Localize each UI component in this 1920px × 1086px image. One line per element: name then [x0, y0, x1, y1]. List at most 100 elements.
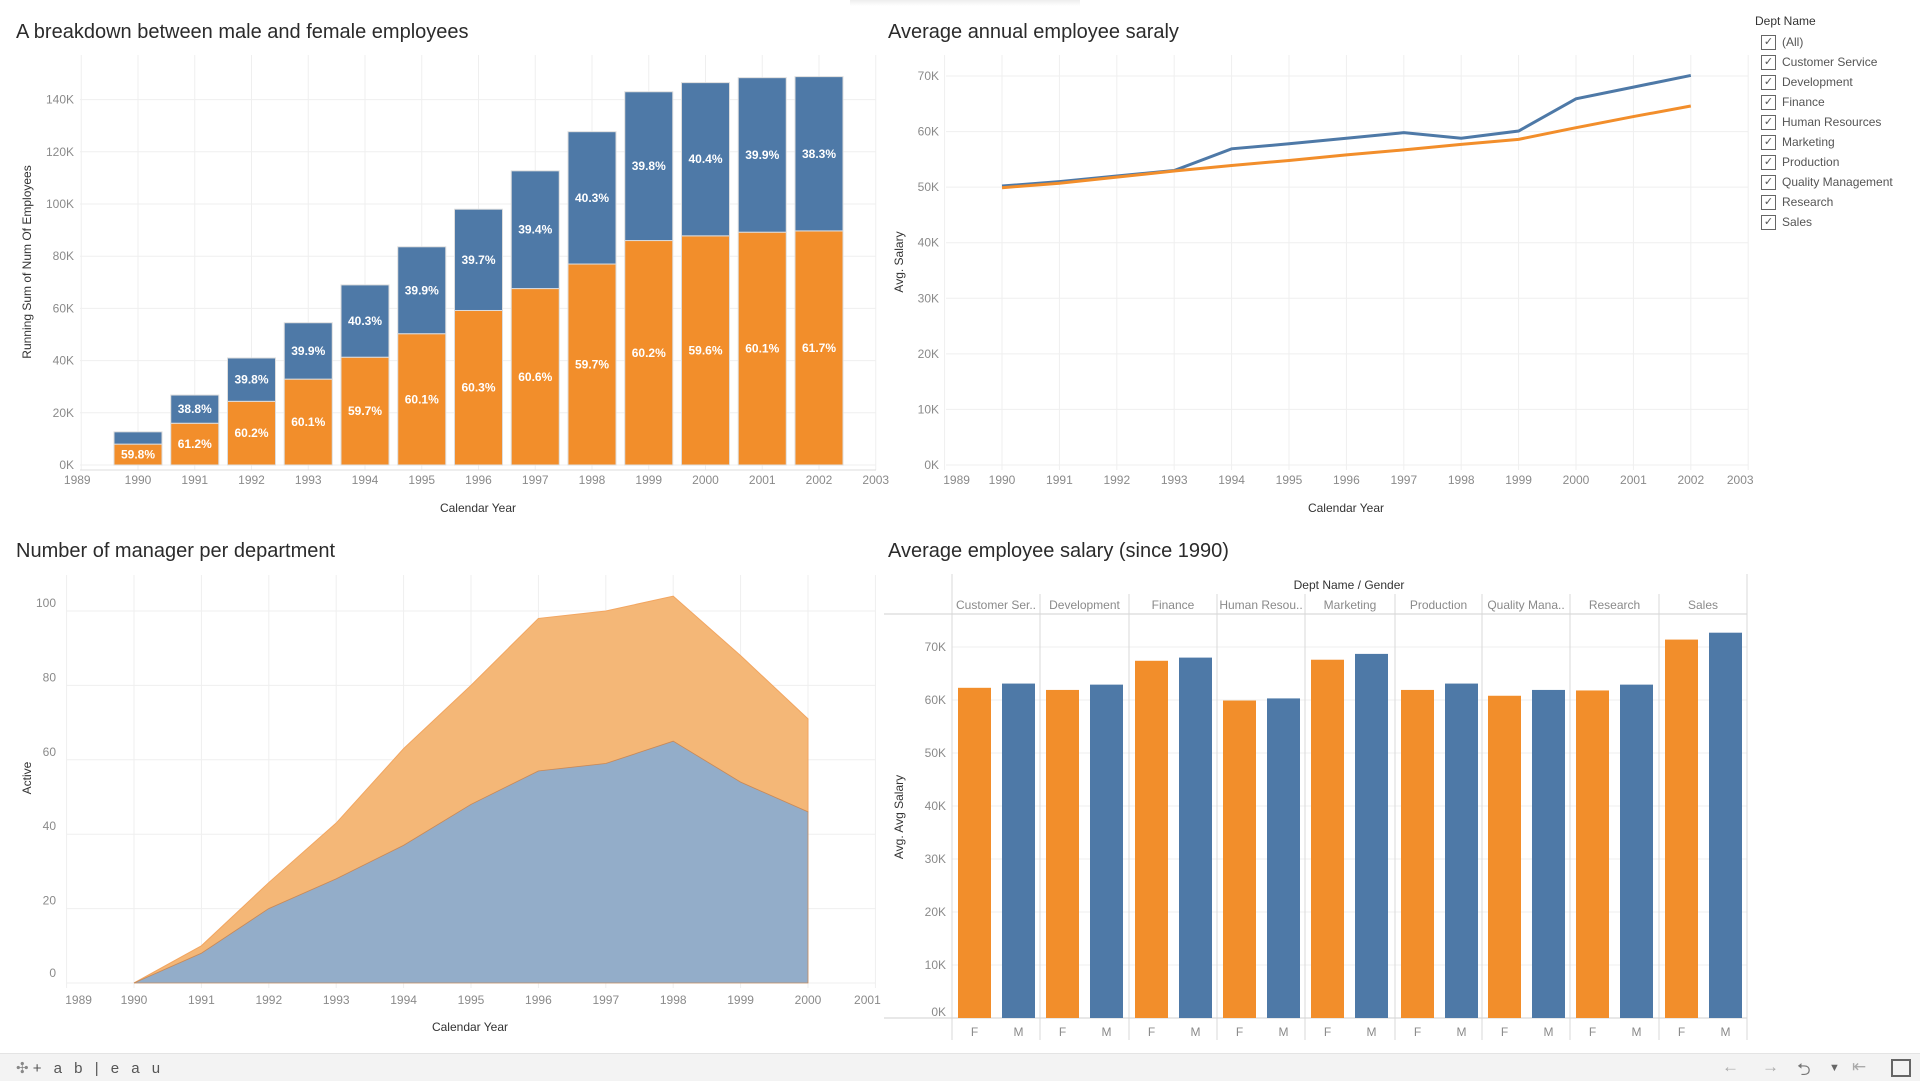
bar-female-1996[interactable]: [454, 309, 503, 466]
gender-label: F: [1324, 1025, 1331, 1039]
filter-item[interactable]: ✓ Quality Management: [1755, 172, 1893, 192]
bar-male-dept-8[interactable]: [1709, 632, 1742, 1018]
bar-female-dept-1[interactable]: [1046, 689, 1079, 1018]
x-tick-label: 1996: [1333, 473, 1360, 487]
bar-label-male: 38.3%: [802, 147, 836, 161]
bar-female-1991[interactable]: [170, 422, 220, 466]
filter-item[interactable]: ✓ Human Resources: [1755, 112, 1893, 132]
filter-item-label: Marketing: [1782, 135, 1835, 149]
x-tick-label: 1995: [458, 993, 485, 1007]
bar-male-2002[interactable]: [794, 76, 844, 232]
checkbox-icon[interactable]: ✓: [1761, 34, 1776, 50]
tableau-toolbar: ✣ + a b | e a u ← → ⮌ ▼ ⇤: [0, 1053, 1920, 1081]
bar-female-1999[interactable]: [624, 240, 674, 466]
gender-label: F: [1148, 1025, 1155, 1039]
bar-male-dept-2[interactable]: [1179, 657, 1212, 1018]
filter-item-label: Sales: [1782, 215, 1813, 229]
bar-male-1992[interactable]: [227, 357, 276, 402]
checkbox-icon[interactable]: ✓: [1761, 194, 1776, 210]
bar-male-dept-1[interactable]: [1090, 684, 1123, 1018]
bar-male-1995[interactable]: [397, 246, 447, 335]
bar-male-1991[interactable]: [170, 394, 220, 424]
filter-item[interactable]: ✓ Research: [1755, 192, 1893, 212]
fullscreen-icon[interactable]: [1891, 1059, 1911, 1077]
gender-label: M: [1367, 1025, 1377, 1039]
x-tick-label: 1989: [943, 473, 970, 487]
filter-item[interactable]: ✓ Sales: [1755, 212, 1893, 232]
y-tick-label: 120K: [46, 145, 74, 159]
bar-female-dept-6[interactable]: [1488, 695, 1521, 1018]
x-tick-label: 2003: [862, 473, 889, 487]
back-arrow-icon[interactable]: ←: [1722, 1057, 1739, 1076]
gender-label: M: [1457, 1025, 1467, 1039]
bar-female-dept-0[interactable]: [958, 687, 991, 1018]
filter-item-label: (All): [1782, 35, 1804, 49]
filter-item[interactable]: ✓ Marketing: [1755, 132, 1893, 152]
bar-label-male: 38.8%: [178, 402, 212, 416]
bar-female-2002[interactable]: [794, 230, 844, 466]
bar-male-2001[interactable]: [737, 77, 787, 233]
y-tick-label: 30K: [925, 852, 946, 866]
bar-female-dept-4[interactable]: [1311, 659, 1344, 1018]
x-tick-label: 2001: [854, 993, 881, 1007]
checkbox-icon[interactable]: ✓: [1761, 114, 1776, 130]
filter-item[interactable]: ✓ Production: [1755, 152, 1893, 172]
bar-male-2000[interactable]: [681, 82, 730, 237]
bar-male-1993[interactable]: [283, 322, 333, 380]
checkbox-icon[interactable]: ✓: [1761, 154, 1776, 170]
dept-header-label: Development: [1049, 598, 1120, 612]
x-tick-label: 1990: [121, 993, 148, 1007]
checkbox-icon[interactable]: ✓: [1761, 174, 1776, 190]
x-tick-label: 1994: [1218, 473, 1245, 487]
filter-item[interactable]: ✓ Finance: [1755, 92, 1893, 112]
gender-label: M: [1014, 1025, 1024, 1039]
x-tick-label: 2000: [795, 993, 822, 1007]
bar-male-dept-5[interactable]: [1445, 683, 1478, 1018]
bar-female-dept-7[interactable]: [1576, 690, 1609, 1018]
bar-male-dept-6[interactable]: [1532, 689, 1565, 1018]
checkbox-icon[interactable]: ✓: [1761, 54, 1776, 70]
x-tick-label: 1991: [188, 993, 215, 1007]
bar-male-1990[interactable]: [113, 431, 163, 445]
y-tick-label: 40K: [918, 236, 939, 250]
checkbox-icon[interactable]: ✓: [1761, 74, 1776, 90]
bar-male-1998[interactable]: [567, 131, 617, 265]
bar-label-female: 61.7%: [802, 341, 836, 355]
filter-item[interactable]: ✓ Customer Service: [1755, 52, 1893, 72]
bar-male-1999[interactable]: [624, 91, 674, 242]
bar-female-1995[interactable]: [397, 333, 447, 466]
line-female[interactable]: [1001, 104, 1692, 190]
share-icon[interactable]: ⮌: [1797, 1060, 1811, 1079]
bar-label-male: 39.9%: [291, 344, 325, 358]
bar-label-female: 59.6%: [688, 343, 722, 357]
bar-female-dept-8[interactable]: [1665, 639, 1698, 1018]
area-male[interactable]: [133, 740, 809, 984]
checkbox-icon[interactable]: ✓: [1761, 94, 1776, 110]
bar-male-dept-7[interactable]: [1620, 684, 1653, 1018]
checkbox-icon[interactable]: ✓: [1761, 134, 1776, 150]
dept-header-label: Quality Mana..: [1487, 598, 1564, 612]
y-tick-label: 0K: [59, 458, 74, 472]
bar-female-dept-5[interactable]: [1401, 689, 1434, 1018]
bar-male-dept-4[interactable]: [1355, 653, 1388, 1018]
bar-female-1992[interactable]: [227, 400, 276, 466]
bar-female-dept-2[interactable]: [1135, 660, 1168, 1018]
filter-item[interactable]: ✓ Development: [1755, 72, 1893, 92]
bar-male-1996[interactable]: [454, 208, 503, 311]
revert-icon[interactable]: ⇤: [1852, 1057, 1867, 1076]
dept-header-label: Marketing: [1324, 598, 1377, 612]
bar-female-1993[interactable]: [283, 378, 333, 466]
checkbox-icon[interactable]: ✓: [1761, 214, 1776, 230]
bar-male-dept-3[interactable]: [1267, 698, 1300, 1018]
bar-label-female: 60.6%: [518, 370, 552, 384]
gender-label: M: [1191, 1025, 1201, 1039]
bar-label-female: 61.2%: [178, 437, 212, 451]
bar-female-dept-3[interactable]: [1223, 700, 1256, 1018]
bar-female-2000[interactable]: [681, 235, 730, 466]
filter-item[interactable]: ✓ (All): [1755, 32, 1893, 52]
bar-male-1997[interactable]: [510, 170, 560, 290]
bar-male-1994[interactable]: [340, 284, 390, 358]
bar-male-dept-0[interactable]: [1002, 683, 1035, 1018]
dropdown-icon[interactable]: ▼: [1829, 1062, 1840, 1074]
forward-arrow-icon[interactable]: →: [1762, 1057, 1779, 1076]
